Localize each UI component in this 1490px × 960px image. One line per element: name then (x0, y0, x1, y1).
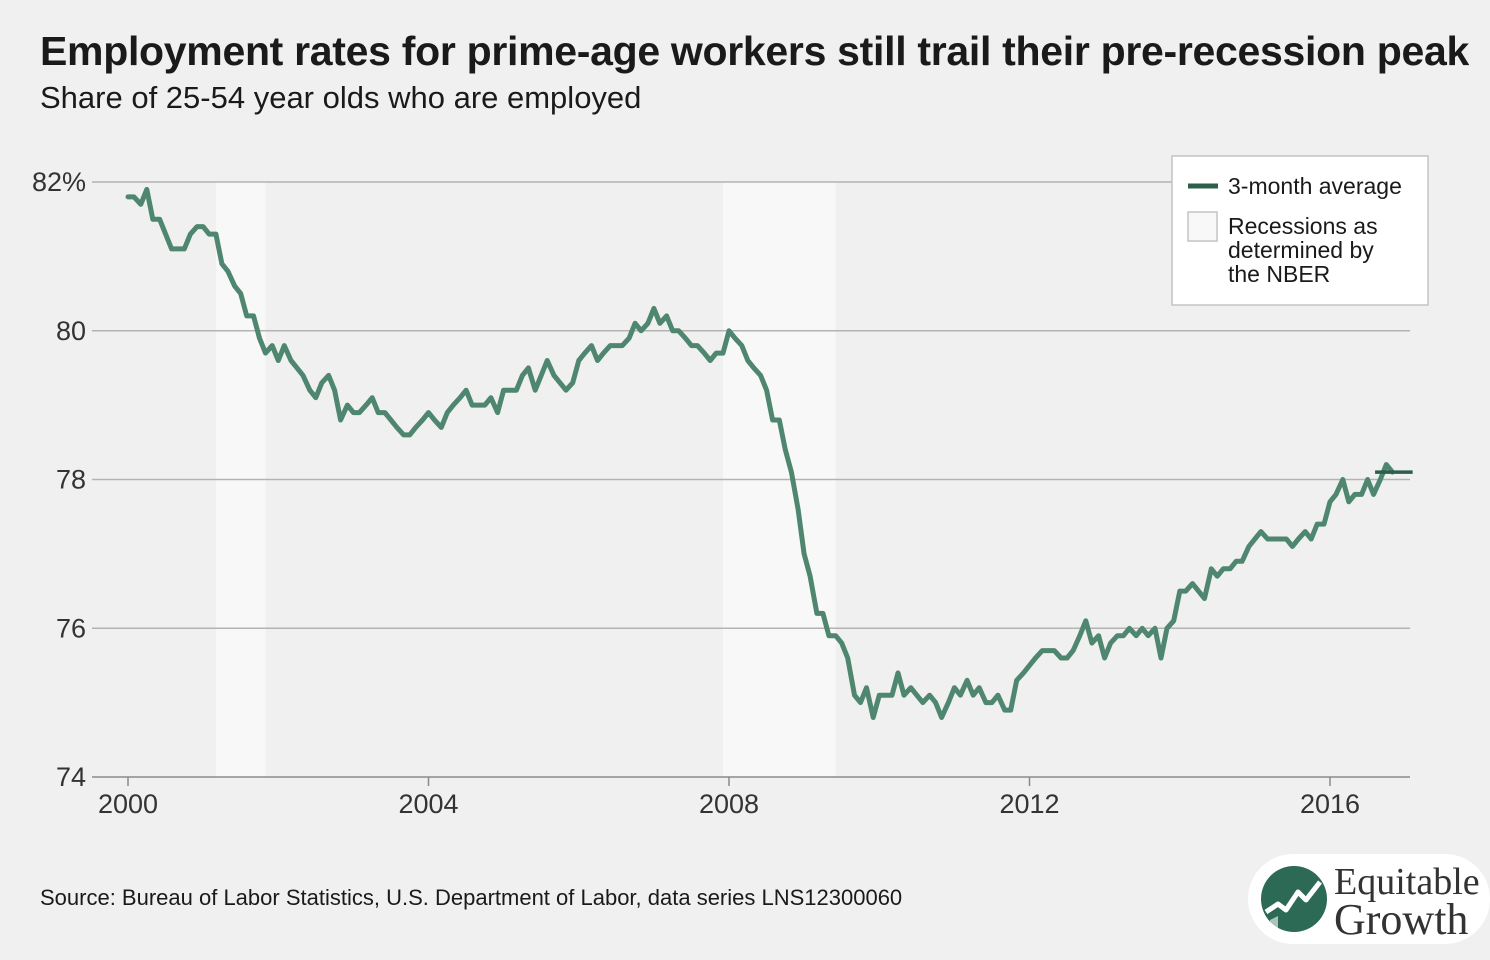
y-tick-label: 76 (56, 613, 86, 643)
y-tick-label: 78 (56, 465, 86, 495)
y-tick-label: 80 (56, 316, 86, 346)
legend-label-recession-line-1: Recessions as (1228, 213, 1378, 239)
logo-graphic (1248, 854, 1490, 944)
legend-label-average: 3-month average (1228, 173, 1402, 199)
series-line-3-month-average (125, 186, 1395, 720)
logo-trend-icon (1264, 880, 1322, 915)
legend-label-recession-line-3: the NBER (1228, 261, 1330, 287)
x-tick-label: 2016 (1300, 789, 1360, 819)
legend-recession-swatch (1187, 211, 1218, 242)
legend-label-recession-line-2: determined by (1228, 237, 1374, 263)
source-note: Source: Bureau of Labor Statistics, U.S.… (40, 885, 903, 910)
chart-title: Employment rates for prime-age workers s… (40, 28, 1469, 74)
y-axis-ticks: 74 76 78 80 82% (32, 167, 86, 792)
equitable-growth-logo: Equitable Growth (1248, 854, 1490, 944)
legend: 3-month average Recessions as determined… (1171, 155, 1429, 306)
chart-subtitle: Share of 25-54 year olds who are employe… (40, 80, 642, 115)
logo-text-line-2: Growth (1334, 895, 1469, 944)
x-tick-label: 2000 (98, 789, 158, 819)
x-axis-ticks: 2000 2004 2008 2012 2016 (98, 777, 1360, 819)
x-tick-label: 2004 (398, 789, 458, 819)
y-tick-label: 82% (32, 167, 86, 197)
x-tick-label: 2012 (999, 789, 1059, 819)
series-layer (125, 186, 1413, 720)
logo-text-line-1: Equitable (1334, 861, 1480, 903)
y-tick-label: 74 (56, 762, 86, 792)
grid-lines (92, 181, 1410, 778)
x-tick-label: 2008 (699, 789, 759, 819)
